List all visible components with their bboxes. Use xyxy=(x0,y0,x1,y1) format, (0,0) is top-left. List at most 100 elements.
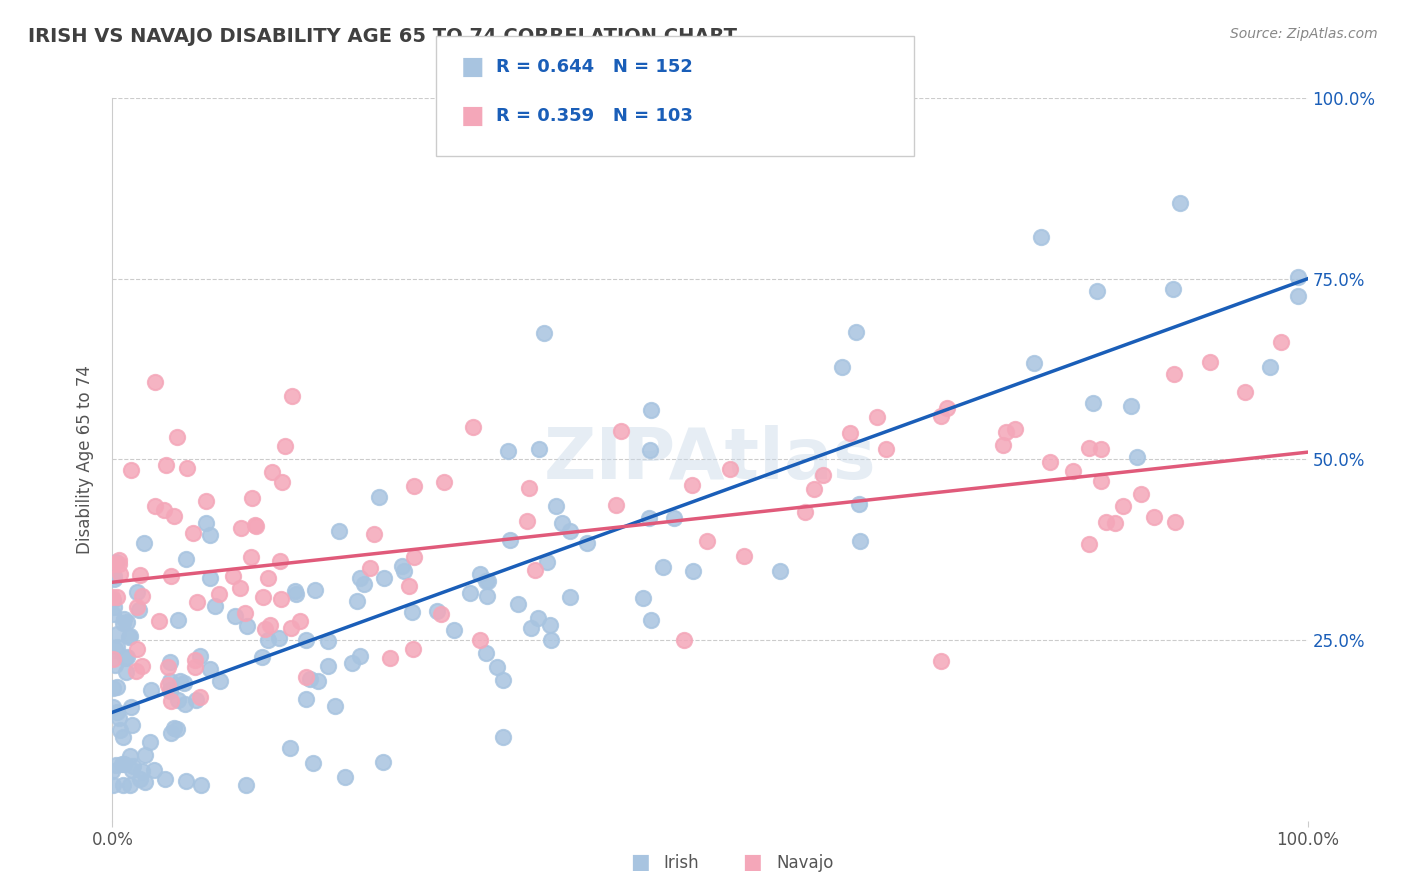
Point xyxy=(1130,487,1153,501)
Point xyxy=(120,778,142,792)
Point xyxy=(222,568,245,582)
Point xyxy=(443,623,465,637)
Point xyxy=(104,657,127,672)
Point xyxy=(190,778,212,792)
Text: IRISH VS NAVAJO DISABILITY AGE 65 TO 74 CORRELATION CHART: IRISH VS NAVAJO DISABILITY AGE 65 TO 74 … xyxy=(28,27,737,45)
Point xyxy=(131,659,153,673)
Point xyxy=(105,681,128,695)
Point xyxy=(186,693,208,707)
Point xyxy=(733,549,755,563)
Point xyxy=(461,420,484,434)
Point xyxy=(200,571,222,585)
Point xyxy=(533,326,555,341)
Point xyxy=(318,659,340,673)
Point xyxy=(269,554,291,568)
Point xyxy=(240,550,263,565)
Text: R = 0.644   N = 152: R = 0.644 N = 152 xyxy=(496,58,693,76)
Text: Navajo: Navajo xyxy=(776,855,834,872)
Point xyxy=(558,524,581,538)
Point xyxy=(682,564,704,578)
Point xyxy=(425,604,447,618)
Point xyxy=(125,599,148,614)
Point xyxy=(363,527,385,541)
Point xyxy=(188,690,211,705)
Text: ZIPAtlas: ZIPAtlas xyxy=(544,425,876,494)
Point xyxy=(105,590,128,604)
Point xyxy=(831,359,853,374)
Point xyxy=(290,614,312,628)
Point xyxy=(153,502,176,516)
Point xyxy=(115,615,138,629)
Point xyxy=(280,621,302,635)
Point xyxy=(159,656,181,670)
Point xyxy=(1081,396,1104,410)
Point xyxy=(492,730,515,744)
Point xyxy=(139,682,162,697)
Point xyxy=(849,533,872,548)
Point xyxy=(1163,281,1185,295)
Point xyxy=(672,633,695,648)
Point xyxy=(477,574,499,588)
Point xyxy=(1062,464,1084,478)
Point xyxy=(148,615,170,629)
Point xyxy=(1270,334,1292,349)
Point xyxy=(208,587,231,601)
Point xyxy=(845,326,868,340)
Point xyxy=(498,444,520,458)
Point xyxy=(159,682,181,697)
Point xyxy=(257,632,280,647)
Point xyxy=(132,535,155,549)
Point xyxy=(294,632,316,647)
Point xyxy=(103,569,125,583)
Point xyxy=(253,622,276,636)
Text: ■: ■ xyxy=(630,853,650,872)
Point xyxy=(346,594,368,608)
Point xyxy=(184,659,207,673)
Point xyxy=(875,442,897,457)
Point xyxy=(252,591,274,605)
Point xyxy=(520,621,543,635)
Point xyxy=(1143,510,1166,524)
Point xyxy=(401,605,423,619)
Text: R = 0.359   N = 103: R = 0.359 N = 103 xyxy=(496,107,693,125)
Point xyxy=(163,509,186,524)
Point xyxy=(994,425,1017,439)
Point xyxy=(155,458,177,472)
Point xyxy=(1095,516,1118,530)
Point xyxy=(295,692,318,706)
Point xyxy=(485,660,508,674)
Point xyxy=(235,607,257,621)
Point xyxy=(194,516,217,530)
Point xyxy=(538,618,561,632)
Point xyxy=(229,521,252,535)
Point xyxy=(195,494,218,508)
Point xyxy=(181,526,204,541)
Point xyxy=(174,552,197,566)
Point xyxy=(575,535,598,549)
Point xyxy=(333,770,356,784)
Point xyxy=(540,632,562,647)
Point xyxy=(1085,285,1108,299)
Point xyxy=(131,589,153,603)
Point xyxy=(156,678,179,692)
Text: ■: ■ xyxy=(461,55,485,78)
Point xyxy=(610,424,633,438)
Point xyxy=(380,650,402,665)
Point xyxy=(1004,422,1026,436)
Point xyxy=(499,533,522,548)
Point xyxy=(118,749,141,764)
Point xyxy=(121,717,143,731)
Point xyxy=(108,553,131,567)
Point xyxy=(159,684,181,698)
Point xyxy=(536,556,558,570)
Point xyxy=(174,697,197,711)
Point xyxy=(101,557,124,571)
Point xyxy=(323,699,346,714)
Point xyxy=(1119,399,1142,413)
Point xyxy=(696,533,718,548)
Point xyxy=(274,439,297,453)
Point xyxy=(278,740,301,755)
Point xyxy=(101,764,124,778)
Point xyxy=(108,723,131,738)
Point xyxy=(839,426,862,441)
